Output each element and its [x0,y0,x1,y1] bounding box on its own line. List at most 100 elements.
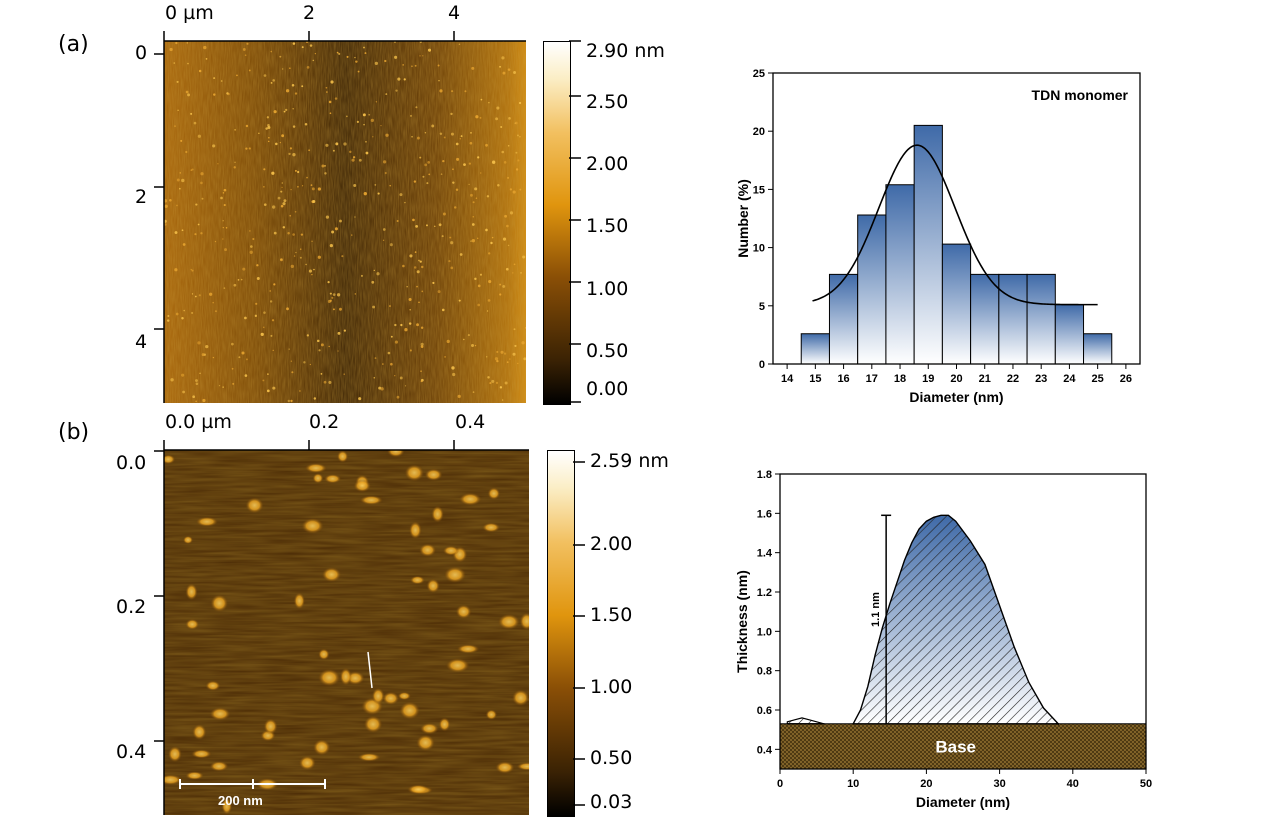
afm-particle [281,68,284,70]
afm-particle [497,184,500,187]
afm-particle [459,253,463,256]
afm-particle [277,196,281,200]
afm-particle [472,391,475,393]
afm-particle [328,100,332,104]
afm-particle [397,77,401,81]
afm-particle [290,360,293,363]
afm-particle [190,112,193,115]
afm-particle [416,734,435,752]
afm-particle [301,85,304,88]
x-tick-label: 18 [894,373,906,385]
afm-particle [290,264,295,269]
afm-particle [408,322,412,325]
afm-particle [294,92,298,95]
afm-particle [262,379,265,382]
colorbar-b [547,450,575,817]
afm-particle [438,79,440,82]
afm-particle [272,386,276,390]
afm-particle [416,270,420,274]
afm-particle [399,701,421,720]
afm-particle [231,342,234,346]
afm-particle [382,691,400,705]
afm-a-ytick: 2 [135,186,148,208]
afm-particle [414,251,417,254]
afm-particle [309,363,311,366]
histogram-bar [800,333,830,365]
afm-particle [360,274,363,277]
afm-particle [185,150,188,154]
afm-particle [246,358,248,361]
colorbar-b-label: 2.59 nm [590,450,669,472]
y-tick-label: 1.8 [757,469,772,481]
afm-particle [194,295,197,298]
afm-particle [268,136,270,139]
afm-particle [280,190,283,193]
afm-particle [500,350,504,354]
afm-particle [212,356,215,359]
afm-particle [324,172,327,175]
afm-particle [491,160,496,164]
afm-particle [258,132,260,135]
afm-particle [293,255,296,257]
afm-particle [323,474,342,484]
afm-particle [418,301,420,304]
afm-particle [389,305,391,307]
afm-particle [190,268,192,271]
afm-particle [316,339,320,343]
afm-particle [416,285,418,288]
afm-particle [263,168,266,171]
afm-particle [507,176,510,179]
afm-particle [170,378,174,382]
afm-particle [384,171,387,175]
afm-particle [213,93,216,96]
afm-particle [365,140,367,143]
afm-particle [177,109,179,111]
afm-particle [249,250,253,254]
afm-particle [415,225,418,228]
afm-particle [403,78,406,81]
afm-particle [205,680,221,691]
afm-particle [356,120,360,124]
afm-particle [450,266,454,270]
afm-particle [173,62,176,64]
afm-particle [260,332,264,337]
afm-particle [312,473,324,484]
afm-particle [357,70,360,73]
afm-particle [282,202,286,206]
afm-particle [182,390,185,394]
y-tick-label: 25 [753,68,765,80]
afm-particle [185,771,204,780]
afm-particle [505,267,509,271]
afm-particle [193,121,197,125]
afm-particle [515,151,518,154]
afm-particle [225,226,228,229]
afm-particle [327,281,330,284]
afm-particle [320,372,323,375]
afm-particle [263,326,265,328]
afm-particle [273,231,277,235]
afm-particle [201,353,205,357]
afm-particle [408,297,412,301]
afm-particle [272,79,275,82]
afm-particle [456,157,460,161]
afm-particle [419,722,439,735]
afm-particle [387,351,391,355]
afm-particle [292,108,294,110]
afm-particle [301,46,304,49]
afm-particle [471,343,475,348]
afm-particle [205,345,209,349]
afm-particle [197,134,201,138]
x-tick-label: 14 [781,373,794,385]
afm-particle [181,229,184,232]
afm-particle [234,128,237,131]
afm-particle [343,142,347,146]
afm-particle [444,356,446,358]
y-axis-label: Number (%) [735,179,751,258]
afm-particle [166,319,170,322]
colorbar-b-label: 1.50 [590,604,633,626]
afm-particle [503,161,507,164]
afm-particle [244,54,247,57]
afm-particle [434,225,436,228]
afm-particle [187,93,191,97]
afm-particle [489,382,492,385]
